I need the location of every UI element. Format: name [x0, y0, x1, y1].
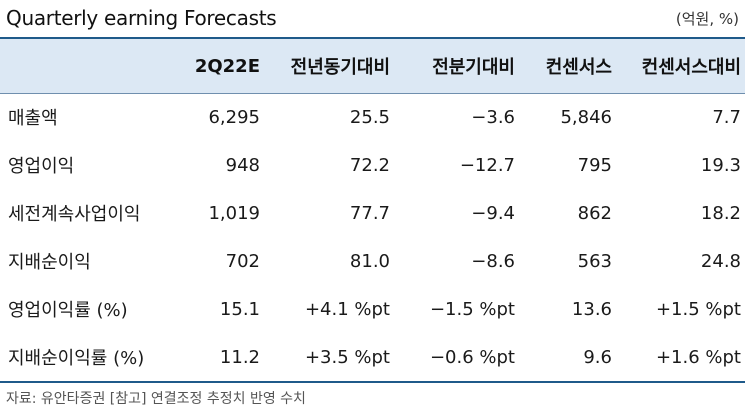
table-cell: +1.5 %pt — [655, 298, 741, 320]
row-label: 영업이익 — [8, 156, 75, 177]
table-row: 영업이익률 (%) 15.1 +4.1 %pt −1.5 %pt 13.6 +1… — [0, 285, 745, 333]
row-label: 세전계속사업이익 — [8, 204, 141, 225]
row-label: 지배순이익 — [8, 252, 91, 273]
table-cell: 11.2 — [219, 346, 260, 368]
table-cell: 6,295 — [208, 106, 260, 128]
table-row: 매출액 6,295 25.5 −3.6 5,846 7.7 — [0, 93, 745, 141]
table-cell: −0.6 %pt — [429, 346, 515, 368]
table-cell: 72.2 — [349, 154, 390, 176]
table-cell: 24.8 — [700, 250, 741, 272]
table-cell: +1.6 %pt — [655, 346, 741, 368]
table-row: 세전계속사업이익 1,019 77.7 −9.4 862 18.2 — [0, 189, 745, 237]
table-cell: 7.7 — [712, 106, 741, 128]
table-cell: 795 — [577, 154, 612, 176]
column-header: 컨센서스 — [545, 57, 612, 78]
table-cell: −3.6 — [471, 106, 515, 128]
table-cell: 18.2 — [700, 202, 741, 224]
table-cell: −9.4 — [471, 202, 515, 224]
forecast-table: 2Q22E 전년동기대비 전분기대비 컨센서스 컨센서스대비 매출액 6,295… — [0, 39, 745, 381]
header-band — [0, 39, 745, 93]
row-label: 영업이익률 (%) — [8, 300, 128, 321]
table-cell: 77.7 — [349, 202, 390, 224]
table-row: 지배순이익 702 81.0 −8.6 563 24.8 — [0, 237, 745, 285]
table-cell: −12.7 — [459, 154, 515, 176]
table-title: Quarterly earning Forecasts — [6, 6, 277, 30]
source-note: 자료: 유안타증권 [참고] 연결조정 추정치 반영 수치 — [6, 391, 306, 407]
column-header: 전분기대비 — [432, 57, 515, 78]
table-cell: +4.1 %pt — [304, 298, 390, 320]
header-row: 2Q22E 전년동기대비 전분기대비 컨센서스 컨센서스대비 — [0, 39, 745, 93]
table-cell: 563 — [577, 250, 612, 272]
table-cell: −1.5 %pt — [429, 298, 515, 320]
bottom-rule — [0, 381, 745, 383]
table-cell: 948 — [225, 154, 260, 176]
table-cell: 13.6 — [571, 298, 612, 320]
table-cell: 1,019 — [208, 202, 260, 224]
header-rule — [0, 93, 745, 94]
table-cell: 9.6 — [583, 346, 612, 368]
title-row: Quarterly earning Forecasts (억원, %) — [0, 0, 745, 38]
table-cell: 862 — [577, 202, 612, 224]
table-row: 지배순이익률 (%) 11.2 +3.5 %pt −0.6 %pt 9.6 +1… — [0, 333, 745, 381]
column-header — [0, 39, 168, 93]
table-cell: 25.5 — [349, 106, 390, 128]
table-cell: −8.6 — [471, 250, 515, 272]
table-cell: +3.5 %pt — [304, 346, 390, 368]
table-cell: 702 — [225, 250, 260, 272]
table-cell: 15.1 — [219, 298, 260, 320]
table-cell: 81.0 — [349, 250, 390, 272]
row-label: 매출액 — [8, 108, 58, 129]
row-label: 지배순이익률 (%) — [8, 348, 145, 369]
table-cell: 19.3 — [700, 154, 741, 176]
column-header: 2Q22E — [194, 55, 260, 77]
table-cell: 5,846 — [560, 106, 612, 128]
column-header: 전년동기대비 — [290, 57, 390, 78]
top-rule — [0, 37, 745, 39]
column-header: 컨센서스대비 — [641, 57, 741, 78]
unit-label: (억원, %) — [675, 10, 739, 28]
table-row: 영업이익 948 72.2 −12.7 795 19.3 — [0, 141, 745, 189]
